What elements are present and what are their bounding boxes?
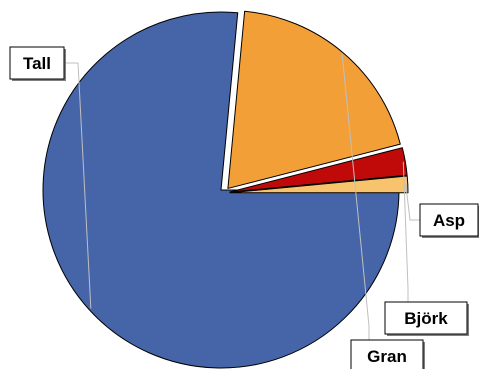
leader-line-tall xyxy=(64,62,92,309)
pie-slice-gran xyxy=(227,10,401,189)
leader-line-gran xyxy=(341,54,370,340)
pie-slice-asp xyxy=(229,175,409,194)
slice-label: Björk xyxy=(404,309,448,328)
label-box-asp xyxy=(419,203,479,237)
slice-label: Gran xyxy=(367,347,407,366)
pie-slices xyxy=(42,10,409,369)
label-box-bj-rk xyxy=(384,301,468,335)
label-box-gran xyxy=(350,339,424,369)
pie-slice-tall xyxy=(42,11,400,369)
leader-line-bj-rk xyxy=(402,161,409,302)
leader-line-asp xyxy=(405,184,420,221)
pie-slice-bj-rk xyxy=(229,147,408,193)
slice-label: Tall xyxy=(23,54,51,73)
label-box-tall xyxy=(9,46,65,80)
slice-label: Asp xyxy=(433,211,465,230)
slice-labels: Tall Gran Björk Asp xyxy=(9,46,479,369)
